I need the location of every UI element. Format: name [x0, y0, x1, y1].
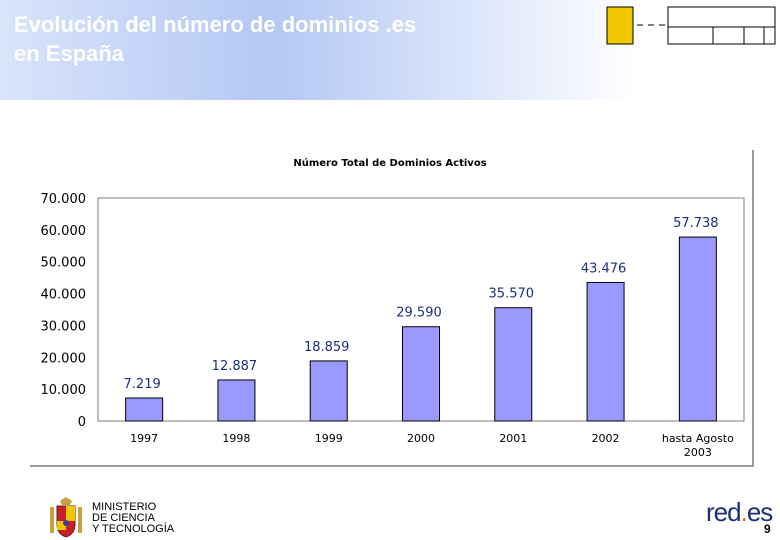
bar: [125, 397, 164, 422]
brand-text: red: [706, 497, 742, 527]
x-tick-label: hasta Agosto: [662, 432, 734, 445]
header-band: [0, 0, 780, 100]
ministry-name: MINISTERIO DE CIENCIA Y TECNOLOGÍA: [92, 502, 174, 535]
y-tick-label: 60.000: [41, 224, 87, 239]
x-tick-label: 2002: [592, 432, 620, 445]
bar: [494, 307, 533, 422]
page-number: 9: [764, 522, 771, 536]
y-tick-label: 20.000: [41, 351, 87, 366]
bar: [309, 360, 348, 422]
coat-of-arms-icon: [50, 497, 82, 538]
x-tick-label: 2000: [407, 432, 435, 445]
bar: [586, 281, 625, 422]
bar: [678, 236, 717, 422]
page-title-line-1: Evolución del número de dominios .es: [14, 12, 417, 37]
brand-accent: es: [746, 497, 773, 527]
x-tick-label: 2001: [499, 432, 527, 445]
brand-dot-icon: .: [740, 497, 748, 527]
x-tick-label: 1999: [315, 432, 343, 445]
y-tick-label: 0: [78, 415, 86, 430]
data-label: 29.590: [396, 306, 442, 321]
red-es-logo: red.es: [706, 497, 773, 528]
page-title: Evolución del número de dominios .es en …: [14, 10, 416, 68]
data-label: 57.738: [673, 216, 719, 231]
ministry-line-1: MINISTERIO: [92, 501, 157, 513]
x-tick-label: 2003: [684, 446, 712, 459]
x-tick-label: 1997: [130, 432, 158, 445]
header-decoration: [606, 6, 776, 45]
y-tick-label: 10.000: [41, 383, 87, 398]
x-tick-label: 1998: [222, 432, 250, 445]
y-tick-label: 50.000: [41, 256, 87, 271]
data-label: 43.476: [581, 261, 627, 276]
ministry-line-2: DE CIENCIA: [92, 512, 155, 524]
page-title-line-2: en España: [14, 41, 125, 66]
y-tick-label: 70.000: [41, 192, 87, 207]
chart-title: Número Total de Dominios Activos: [293, 158, 487, 169]
data-label: 7.219: [124, 377, 161, 392]
y-tick-label: 30.000: [41, 319, 87, 334]
ministry-line-3: Y TECNOLOGÍA: [92, 523, 175, 535]
data-label: 12.887: [212, 359, 258, 374]
y-tick-label: 40.000: [41, 288, 87, 303]
data-label: 18.859: [304, 340, 350, 355]
bar: [402, 326, 440, 422]
data-label: 35.570: [489, 287, 535, 302]
bar: [217, 379, 256, 422]
